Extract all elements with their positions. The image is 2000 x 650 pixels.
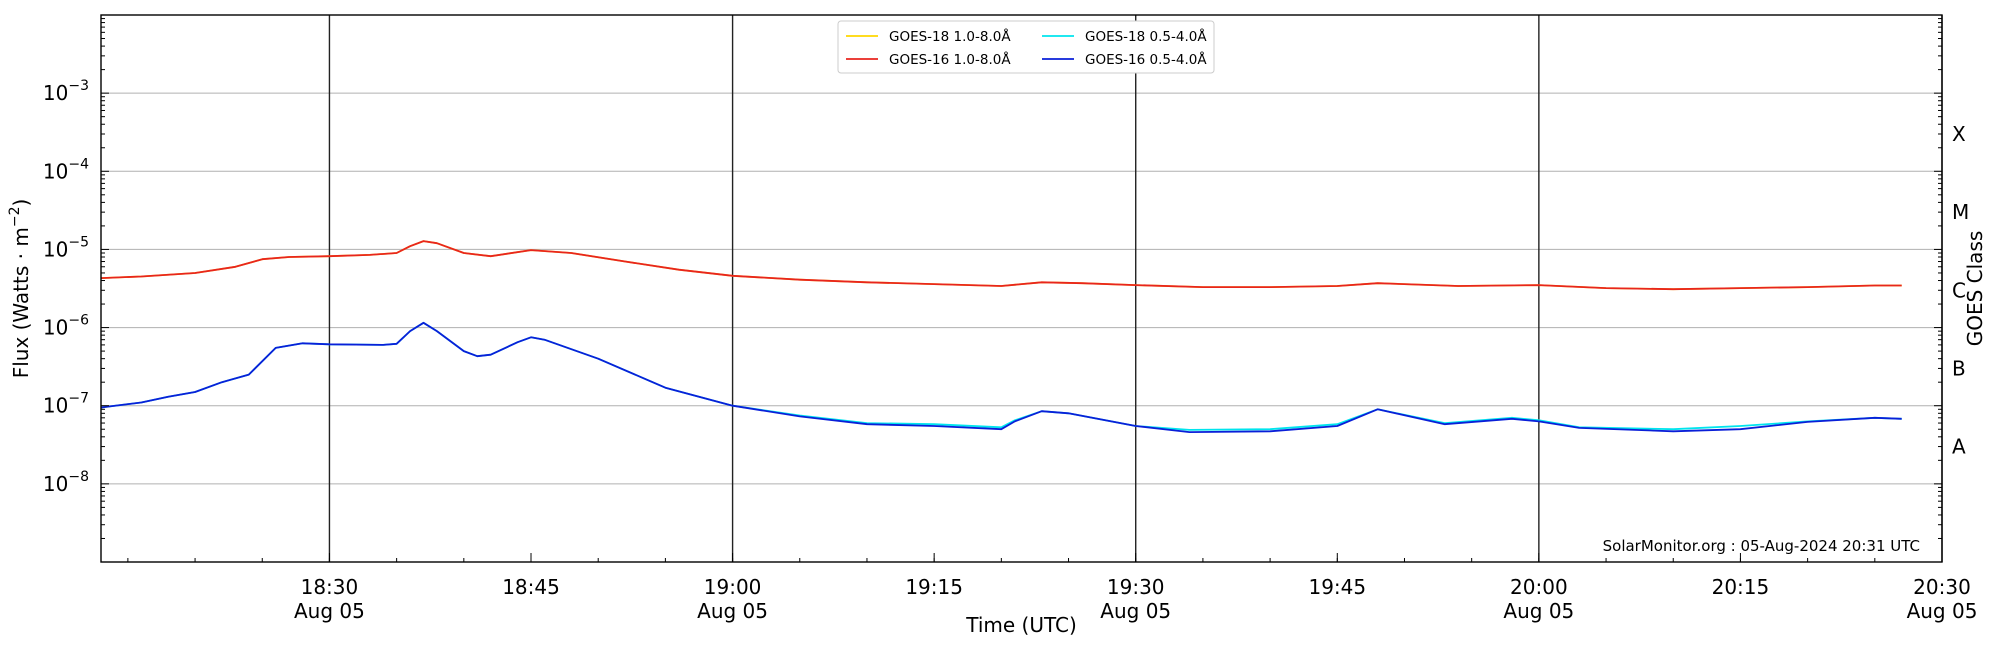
- goes-class-label: A: [1952, 435, 1966, 459]
- series-line-3: [100, 240, 1902, 291]
- x-tick-label: 20:15: [1712, 575, 1770, 599]
- y-tick-label: 10−7: [43, 391, 89, 418]
- x-tick-date-label: Aug 05: [1907, 599, 1978, 623]
- x-tick-date-label: Aug 05: [1100, 599, 1171, 623]
- x-tick-date-label: Aug 05: [697, 599, 768, 623]
- grid-lines: [101, 92, 1942, 485]
- goes-class-label: X: [1952, 122, 1966, 146]
- goes-class-label: C: [1952, 278, 1966, 302]
- series-line-4: [100, 321, 1902, 434]
- y-tick-label: 10−3: [43, 78, 89, 105]
- legend-label: GOES-16 0.5-4.0Å: [1085, 51, 1207, 68]
- goes-class-label: M: [1952, 200, 1969, 224]
- plot-frame: [100, 14, 1943, 563]
- goes-class-label: B: [1952, 356, 1966, 380]
- legend-label: GOES-18 0.5-4.0Å: [1085, 28, 1207, 45]
- right-axis-title: GOES Class: [1963, 231, 1987, 347]
- source-annotation: SolarMonitor.org : 05-Aug-2024 20:31 UTC: [1603, 537, 1920, 555]
- x-tick-label: 18:45: [502, 575, 560, 599]
- goes-class-labels: A B C M X: [1952, 122, 1969, 459]
- x-tick-label: 19:15: [905, 575, 963, 599]
- x-tick-date-label: Aug 05: [1503, 599, 1574, 623]
- y-tick-labels: 10−8 10−7 10−6 10−5 10−4 10−3: [43, 78, 89, 496]
- y-tick-label: 10−6: [43, 313, 89, 340]
- x-tick-date-label: Aug 05: [294, 599, 365, 623]
- series-lines: [100, 240, 1902, 434]
- axis-ticks: [101, 18, 1943, 563]
- x-tick-label: 18:30: [301, 575, 359, 599]
- x-tick-label: 19:45: [1308, 575, 1366, 599]
- x-tick-label: 20:30: [1913, 575, 1971, 599]
- legend-label: GOES-18 1.0-8.0Å: [889, 28, 1011, 45]
- x-tick-label: 19:30: [1107, 575, 1165, 599]
- y-tick-label: 10−5: [43, 234, 89, 261]
- legend-box: [837, 20, 1215, 74]
- y-tick-label: 10−4: [43, 156, 89, 183]
- y-axis-title: Flux (Watts · m−2): [7, 199, 33, 379]
- x-tick-label: 19:00: [704, 575, 762, 599]
- legend-label: GOES-16 1.0-8.0Å: [889, 51, 1011, 68]
- legend: GOES-18 1.0-8.0Å GOES-18 0.5-4.0Å GOES-16 …: [837, 20, 1215, 74]
- y-tick-label: 10−8: [43, 469, 89, 496]
- x-tick-label: 20:00: [1510, 575, 1568, 599]
- x-axis-title: Time (UTC): [965, 613, 1077, 637]
